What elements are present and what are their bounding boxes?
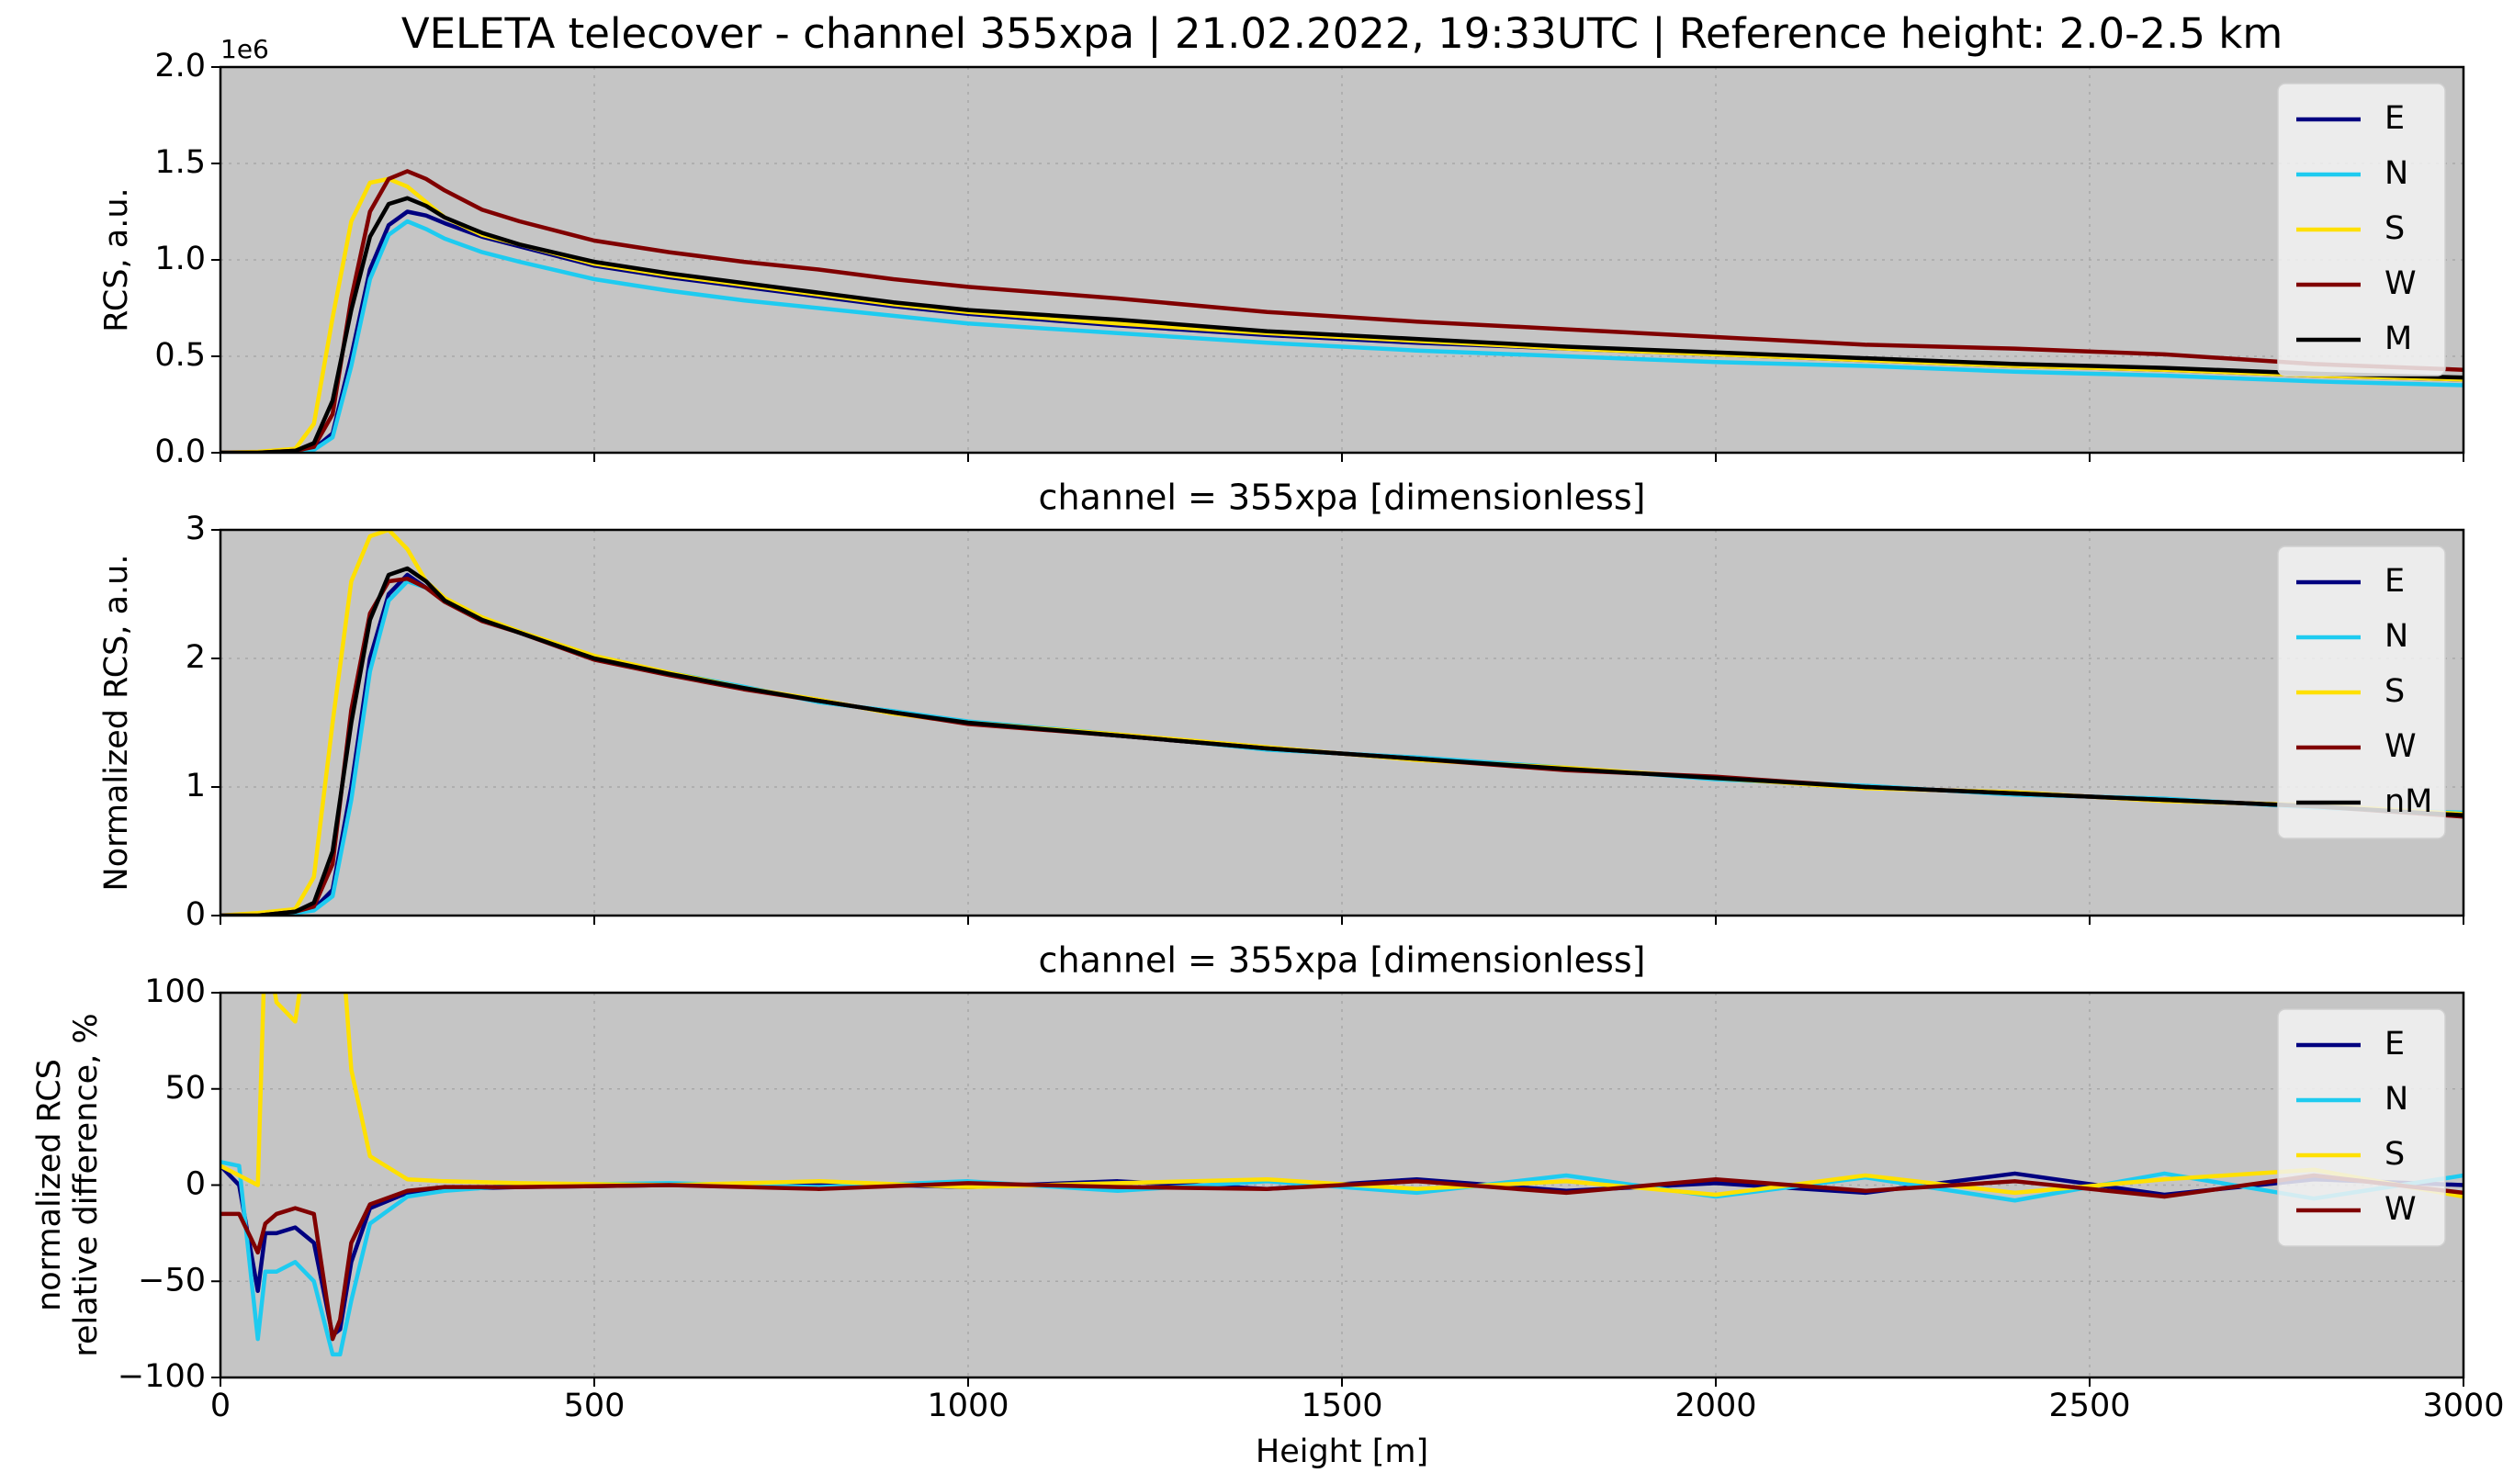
legend-box [2277,545,2446,839]
x-tick-label: 1000 [927,1388,1009,1424]
y-axis-label: normalized RCS [31,1059,68,1311]
y-tick-label: 2 [186,639,206,676]
y-tick-label: 2.0 [154,48,206,84]
chart-title: VELETA telecover - channel 355xpa | 21.0… [401,9,2283,58]
y-tick-label: 1 [186,768,206,804]
x-tick-label: 500 [564,1388,626,1424]
axes-frame [219,991,2465,1379]
legend-label: N [2384,1081,2408,1118]
legend-label: E [2384,1026,2405,1062]
legend-box [2277,83,2446,377]
x-axis-label: Height [m] [1256,1433,1428,1470]
series-line [220,1173,2463,1342]
legend-label: E [2384,100,2405,137]
y-tick-label: 0 [186,896,206,933]
x-tick-label: 2500 [2048,1388,2130,1424]
legend-label: S [2384,1136,2405,1173]
y-offset-label: 1e6 [220,34,269,64]
y-tick-label: 100 [144,973,206,1010]
legend-label: W [2384,265,2417,302]
y-axis-label: RCS, a.u. [98,187,135,332]
legend-label: W [2384,728,2417,765]
y-axis-label: Normalized RCS, a.u. [98,555,135,892]
x-tick-label: 0 [210,1388,231,1424]
subplot-title: channel = 355xpa [dimensionless] [1039,478,1646,518]
legend-label: M [2384,320,2412,357]
x-tick-label: 2000 [1674,1388,1756,1424]
series-line [220,993,2463,1199]
y-tick-label: 1.5 [154,144,206,181]
legend-label: W [2384,1191,2417,1228]
y-tick-label: −50 [138,1262,206,1298]
legend-label: E [2384,563,2405,600]
axes-frame [219,528,2465,917]
subplot-title: channel = 355xpa [dimensionless] [1039,940,1646,981]
plot-lines [220,169,2463,453]
y-tick-label: 0.0 [154,433,206,470]
legend-label: N [2384,618,2408,655]
y-tick-label: 50 [164,1070,206,1107]
plot-lines [220,530,2463,916]
x-tick-label: 1500 [1301,1388,1382,1424]
legend-label: nM [2384,783,2432,820]
y-axis-label: relative difference, % [68,1013,105,1356]
legend-label: S [2384,673,2405,710]
y-tick-label: 0.5 [154,337,206,374]
y-tick-label: −100 [118,1358,206,1395]
x-tick-label: 3000 [2422,1388,2504,1424]
legend-box [2277,1008,2446,1247]
series-line [220,219,2463,453]
y-tick-label: 3 [186,511,206,547]
legend-label: S [2384,210,2405,247]
y-tick-label: 1.0 [154,241,206,277]
y-tick-label: 0 [186,1166,206,1203]
plot-lines [220,993,2463,1357]
legend-label: N [2384,155,2408,192]
axes-frame [219,65,2465,455]
series-line [220,566,2463,916]
series-line [220,196,2463,453]
